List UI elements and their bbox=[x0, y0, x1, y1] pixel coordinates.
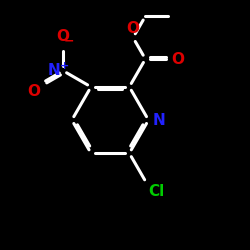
Text: O: O bbox=[126, 21, 140, 36]
Text: −: − bbox=[63, 34, 74, 47]
Text: O: O bbox=[171, 52, 184, 66]
Text: Cl: Cl bbox=[148, 184, 164, 200]
Text: N: N bbox=[152, 112, 165, 128]
Text: +: + bbox=[60, 61, 69, 71]
Text: O: O bbox=[57, 29, 70, 44]
Text: O: O bbox=[28, 84, 40, 100]
Text: N: N bbox=[48, 63, 60, 78]
